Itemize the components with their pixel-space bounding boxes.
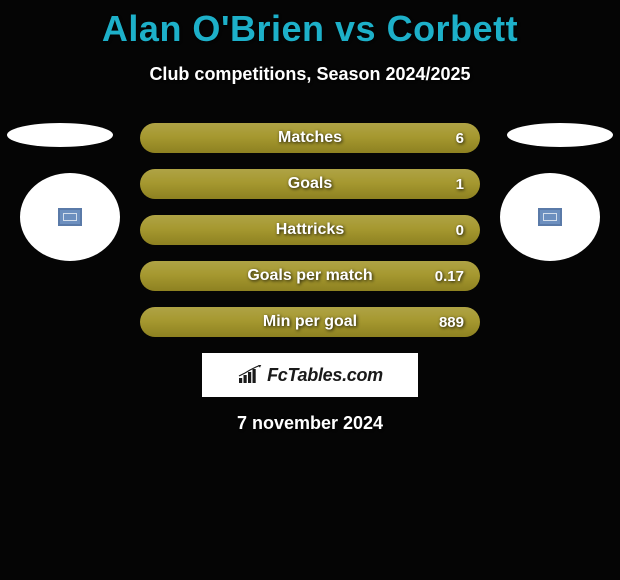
stat-label: Goals per match: [247, 267, 372, 285]
stat-value: 0.17: [435, 268, 464, 285]
player-badge-left: [20, 173, 120, 261]
stat-bar: Goals per match 0.17: [140, 261, 480, 291]
stat-value: 1: [456, 176, 464, 193]
bar-chart-icon: [237, 365, 263, 385]
stat-value: 0: [456, 222, 464, 239]
footer-date: 7 november 2024: [0, 413, 620, 434]
page-subtitle: Club competitions, Season 2024/2025: [0, 64, 620, 85]
stat-bar: Matches 6: [140, 123, 480, 153]
stat-label: Goals: [288, 175, 332, 193]
stat-value: 6: [456, 130, 464, 147]
stat-bar: Goals 1: [140, 169, 480, 199]
stat-bar: Hattricks 0: [140, 215, 480, 245]
stat-label: Min per goal: [263, 313, 357, 331]
player-badge-right: [500, 173, 600, 261]
page-title: Alan O'Brien vs Corbett: [0, 0, 620, 50]
comparison-panel: Matches 6 Goals 1 Hattricks 0 Goals per …: [0, 123, 620, 434]
branding-box: FcTables.com: [202, 353, 418, 397]
placeholder-icon: [58, 208, 82, 226]
placeholder-icon: [538, 208, 562, 226]
stat-label: Hattricks: [276, 221, 344, 239]
stat-label: Matches: [278, 129, 342, 147]
branding-text: FcTables.com: [267, 365, 383, 386]
stat-value: 889: [439, 314, 464, 331]
stats-bars: Matches 6 Goals 1 Hattricks 0 Goals per …: [140, 123, 480, 337]
decor-ellipse-left: [7, 123, 113, 147]
decor-ellipse-right: [507, 123, 613, 147]
stat-bar: Min per goal 889: [140, 307, 480, 337]
